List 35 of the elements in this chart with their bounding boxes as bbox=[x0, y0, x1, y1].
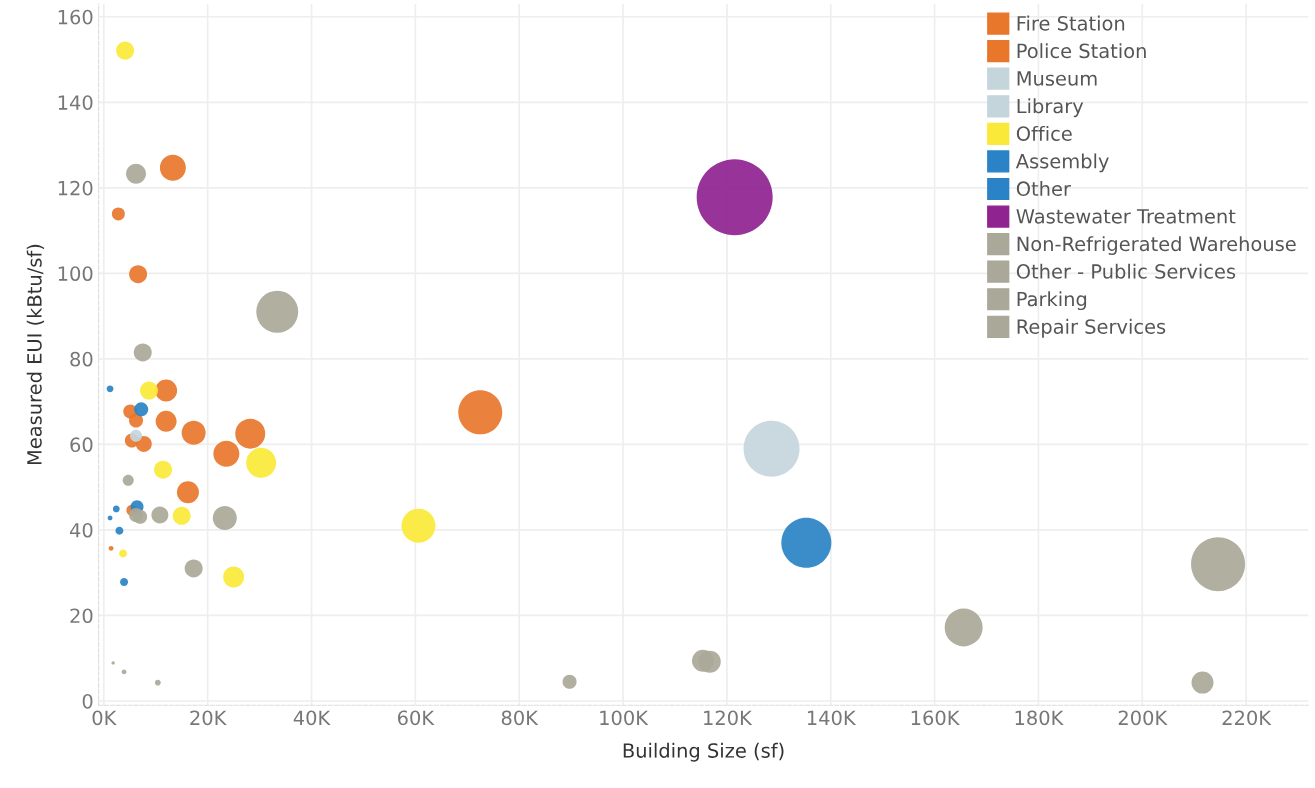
legend-label: Assembly bbox=[1015, 153, 1109, 173]
x-tick-label: 120K bbox=[704, 710, 753, 726]
y-tick-label: 140 bbox=[58, 95, 93, 110]
legend-label: Repair Services bbox=[1017, 318, 1166, 338]
x-tick-label: 220K bbox=[1222, 710, 1272, 726]
legend-label: Parking bbox=[1017, 291, 1087, 311]
x-axis-title: Building Size (sf) bbox=[623, 742, 784, 762]
x-tick-label: 160K bbox=[911, 710, 960, 726]
legend-label: Non-Refrigerated Warehouse bbox=[1017, 236, 1296, 255]
y-tick-label: 20 bbox=[70, 608, 93, 624]
x-tick-label: 40K bbox=[293, 710, 331, 726]
x-tick-label: 20K bbox=[190, 710, 227, 726]
legend-label: Other bbox=[1016, 181, 1071, 197]
y-axis-title: Measured EUI (kBtu/sf) bbox=[26, 244, 45, 465]
legend-label: Library bbox=[1017, 98, 1084, 118]
y-tick-label: 120 bbox=[58, 180, 93, 196]
y-tick-label: 160 bbox=[58, 9, 93, 25]
y-tick-label: 40 bbox=[69, 522, 93, 538]
legend-label: Wastewater Treatment bbox=[1016, 209, 1236, 224]
y-tick-label: 100 bbox=[58, 266, 93, 282]
x-tick-label: 0K bbox=[92, 710, 117, 726]
x-tick-label: 180K bbox=[1015, 710, 1064, 726]
x-tick-label: 100K bbox=[600, 710, 649, 726]
legend-label: Other - Public Services bbox=[1016, 263, 1236, 279]
x-tick-label: 80K bbox=[501, 710, 539, 726]
legend-label: Museum bbox=[1017, 71, 1097, 86]
x-tick-label: 60K bbox=[397, 710, 435, 726]
x-tick-label: 140K bbox=[807, 710, 857, 726]
legend-label: Office bbox=[1016, 125, 1072, 141]
legend-label: Police Station bbox=[1017, 43, 1146, 59]
y-tick-label: 80 bbox=[70, 351, 93, 367]
x-tick-label: 200K bbox=[1118, 710, 1168, 726]
legend-label: Fire Station bbox=[1017, 15, 1125, 31]
y-tick-label: 60 bbox=[70, 437, 93, 453]
y-tick-label: 0 bbox=[82, 693, 93, 709]
